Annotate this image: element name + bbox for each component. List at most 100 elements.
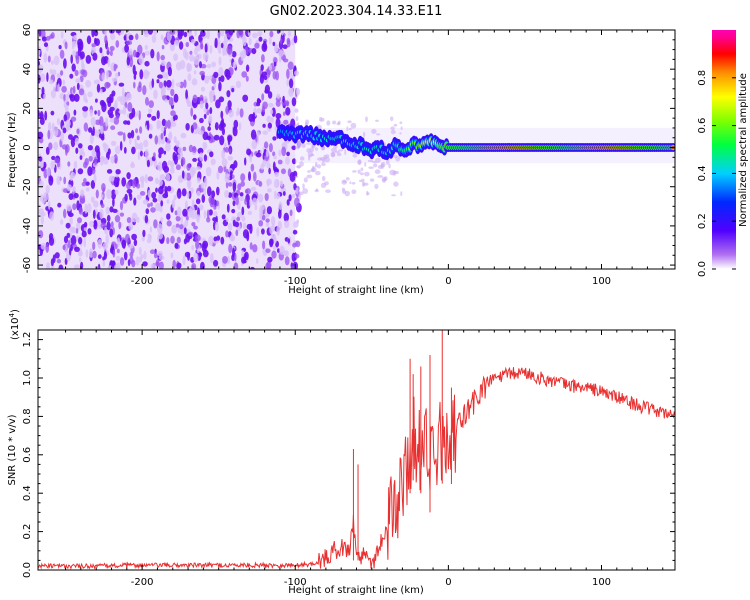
noise-blob (274, 171, 279, 178)
noise-blob (182, 208, 188, 217)
noise-blob (230, 232, 234, 242)
noise-blob (206, 209, 210, 219)
noise-blob (172, 259, 176, 269)
noise-blob (48, 236, 55, 246)
noise-blob (97, 254, 102, 259)
noise-blob (128, 48, 133, 56)
noise-blob (258, 181, 263, 187)
noise-blob (46, 72, 49, 82)
noise-blob (239, 30, 244, 38)
noise-blob (282, 95, 285, 103)
noise-blob (66, 204, 72, 212)
noise-blob (220, 236, 225, 245)
noise-blob (191, 39, 196, 44)
halo-blob (302, 188, 309, 194)
noise-blob (250, 266, 255, 269)
halo-blob (338, 149, 344, 152)
noise-blob (188, 144, 194, 153)
noise-blob (111, 90, 116, 97)
noise-blob (57, 83, 60, 93)
noise-blob (267, 122, 272, 129)
noise-blob (177, 146, 183, 155)
noise-blob (196, 214, 200, 223)
noise-blob (56, 118, 61, 126)
noise-blob (192, 122, 198, 130)
halo-blob (294, 175, 299, 178)
halo-blob (374, 183, 379, 190)
noise-blob (129, 57, 134, 68)
noise-blob (262, 130, 268, 135)
halo-blob (390, 126, 395, 131)
noise-blob (272, 222, 275, 232)
noise-blob (39, 111, 44, 120)
noise-blob (50, 160, 56, 170)
snr-plot-area (38, 330, 675, 570)
halo-blob (299, 161, 304, 167)
halo-blob (376, 133, 381, 136)
noise-blob (150, 263, 156, 269)
halo-blob (382, 178, 386, 183)
halo-blob (325, 189, 331, 193)
noise-blob (291, 145, 297, 151)
noise-blob (61, 85, 67, 93)
noise-blob (123, 146, 127, 154)
noise-blob (43, 168, 48, 179)
halo-blob (393, 123, 398, 127)
halo-blob (392, 170, 397, 176)
noise-blob (82, 106, 89, 112)
noise-blob (268, 37, 272, 45)
noise-blob (241, 215, 246, 222)
noise-blob (60, 31, 64, 39)
noise-blob (157, 74, 164, 79)
noise-blob (177, 175, 184, 184)
noise-blob (90, 196, 95, 203)
noise-blob (135, 128, 139, 134)
halo-blob (312, 165, 315, 171)
halo-blob (295, 115, 299, 122)
halo-blob (375, 119, 379, 123)
noise-blob (144, 45, 148, 50)
noise-blob (43, 192, 49, 202)
noise-blob (82, 109, 88, 119)
noise-blob (286, 39, 291, 48)
noise-blob (109, 228, 114, 238)
noise-blob (221, 158, 228, 167)
noise-blob (264, 89, 269, 94)
noise-blob (60, 131, 65, 142)
halo-blob (365, 116, 368, 123)
halo-blob (391, 194, 396, 197)
noise-blob (266, 178, 272, 186)
noise-blob (285, 107, 291, 116)
halo-blob (315, 147, 318, 151)
noise-blob (226, 173, 230, 178)
noise-blob (72, 187, 75, 193)
noise-blob (143, 250, 147, 260)
y-tick-label: -60 (22, 257, 33, 273)
halo-blob (321, 162, 326, 167)
noise-blob (85, 98, 88, 104)
noise-blob (237, 183, 242, 191)
noise-blob (296, 87, 300, 96)
halo-blob (360, 172, 364, 176)
noise-blob (117, 131, 124, 136)
noise-blob (65, 222, 71, 229)
noise-blob (62, 127, 67, 134)
noise-blob (242, 222, 247, 230)
noise-blob (235, 110, 239, 117)
noise-blob (170, 235, 175, 244)
noise-blob (139, 191, 146, 196)
noise-blob (171, 224, 178, 234)
halo-blob (311, 144, 314, 149)
noise-blob (41, 199, 45, 204)
noise-blob (171, 78, 175, 89)
noise-blob (226, 217, 229, 223)
halo-blob (341, 187, 346, 192)
noise-blob (67, 239, 71, 249)
halo-blob (385, 159, 390, 165)
noise-blob (218, 56, 222, 66)
noise-blob (286, 151, 290, 157)
noise-blob (182, 146, 187, 152)
noise-blob (178, 41, 184, 50)
y-tick-label: 0.2 (22, 524, 33, 540)
